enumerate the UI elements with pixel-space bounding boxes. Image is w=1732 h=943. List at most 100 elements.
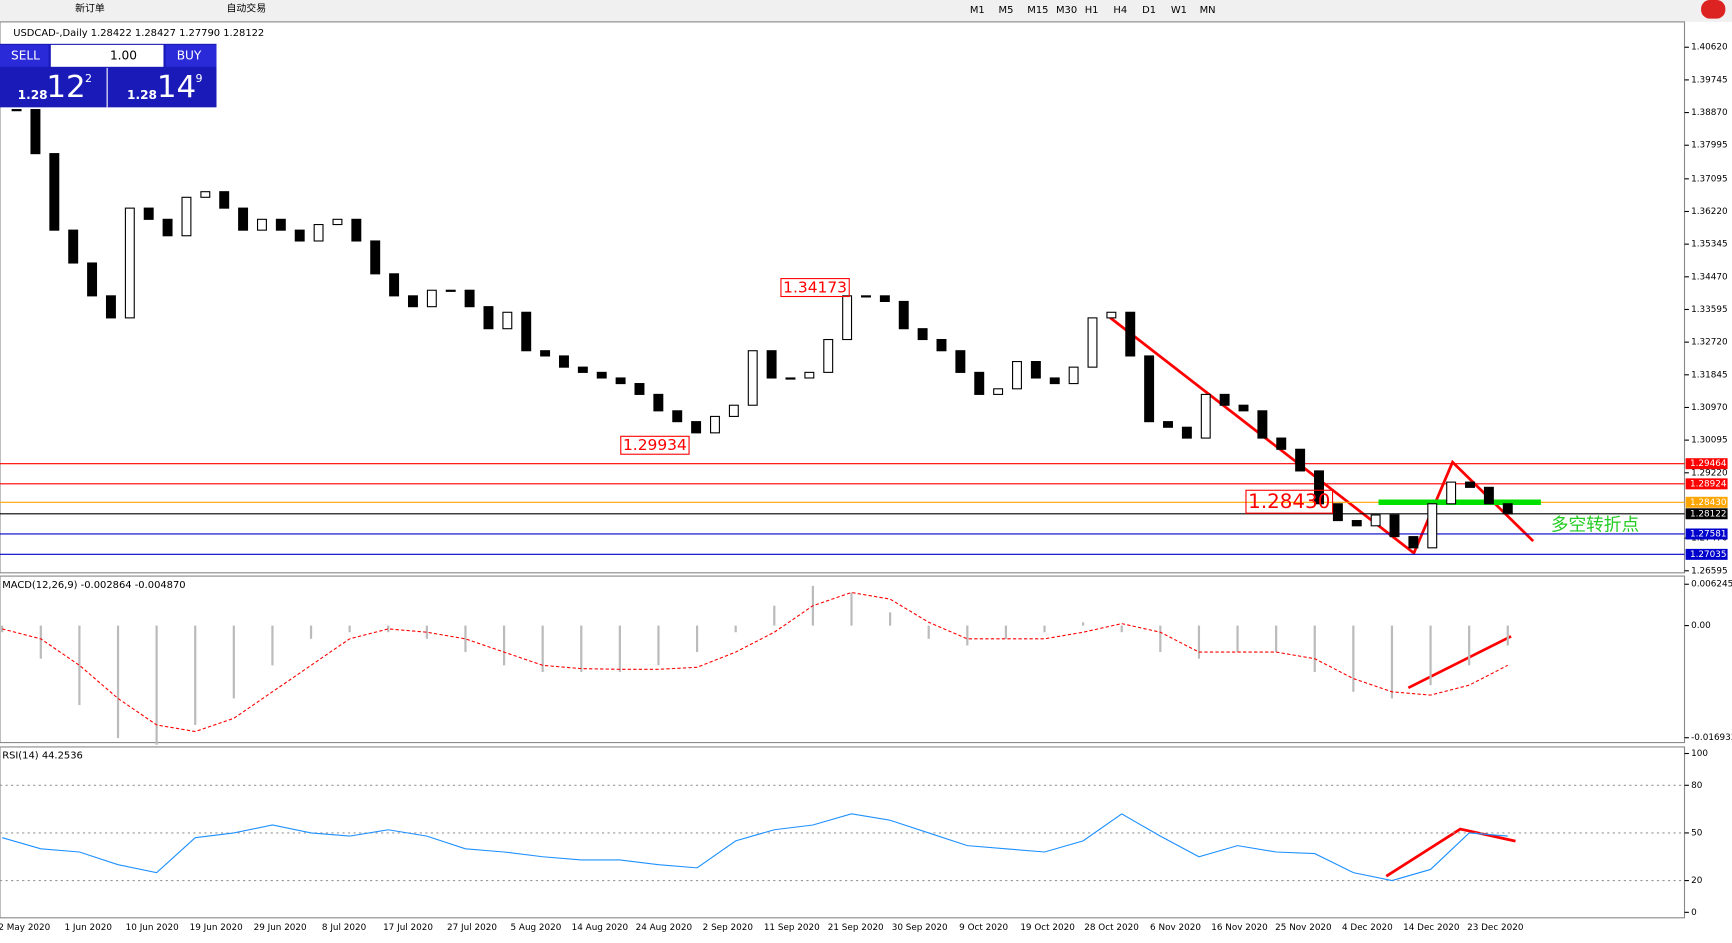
- toolbar: [0, 0, 1732, 22]
- candle: [162, 218, 173, 237]
- timeframe[interactable]: M15: [1027, 5, 1048, 16]
- candle: [49, 153, 60, 231]
- x-tick-label: 28 Oct 2020: [1084, 923, 1139, 933]
- chart-title: RSI(14) 44.2536: [2, 751, 83, 762]
- x-tick-label: 23 Dec 2020: [1467, 923, 1523, 933]
- candle: [275, 218, 286, 231]
- chart-title: USDCAD-,Daily 1.28422 1.28427 1.27790 1.…: [13, 28, 264, 39]
- candle: [823, 338, 834, 373]
- candle: [313, 224, 324, 242]
- trade-panel: SELL 1.00 BUY 1.28 12 2 1.28 14 9: [0, 43, 217, 108]
- x-tick-label: 11 Sep 2020: [764, 923, 820, 933]
- candle: [389, 273, 400, 297]
- candle: [1144, 355, 1155, 423]
- y-tick-label: 1.38870: [1691, 108, 1727, 118]
- y-tick-label: 1.33595: [1691, 305, 1727, 315]
- candle: [502, 311, 513, 330]
- x-tick-label: 2 Sep 2020: [703, 923, 753, 933]
- x-tick-label: 1 Jun 2020: [65, 923, 112, 933]
- histogram-bar: [39, 625, 42, 659]
- candle: [842, 295, 853, 341]
- histogram-bar: [1429, 625, 1432, 686]
- price-tag: [1685, 548, 1728, 560]
- candle: [407, 295, 418, 308]
- lots-box[interactable]: [50, 44, 164, 67]
- candle: [596, 371, 607, 379]
- candle: [804, 371, 815, 379]
- timeframe[interactable]: H1: [1085, 5, 1099, 16]
- y-tick-label: 0.00: [1691, 621, 1711, 631]
- candle: [766, 350, 777, 379]
- candle: [728, 404, 739, 417]
- candle: [1068, 366, 1079, 385]
- ask-prefix: 1.28: [127, 88, 157, 102]
- price-tag-label: 1.28122: [1690, 509, 1726, 519]
- candle: [294, 229, 305, 242]
- candle: [1314, 470, 1324, 505]
- y-tick-label: 1.29220: [1691, 468, 1727, 478]
- annotation-box: [1245, 489, 1334, 514]
- annotation-box: [620, 435, 690, 455]
- y-tick-label: 1.40620: [1691, 43, 1727, 53]
- timeframe[interactable]: M5: [999, 5, 1014, 16]
- annotation: 1.29934: [623, 436, 687, 454]
- x-tick-label: 10 Jun 2020: [126, 923, 179, 933]
- candle: [879, 295, 890, 302]
- x-tick-label: 30 Sep 2020: [892, 923, 948, 933]
- sell-button[interactable]: [0, 44, 49, 67]
- x-tick-label: 8 Jul 2020: [322, 923, 366, 933]
- toolbar-button[interactable]: 自动交易: [226, 2, 266, 15]
- histogram-bar: [425, 625, 428, 639]
- candle: [219, 191, 230, 209]
- y-tick-label: 100: [1691, 749, 1708, 759]
- candle: [1049, 377, 1060, 385]
- candle: [426, 289, 437, 308]
- candle: [1125, 311, 1136, 357]
- candle: [445, 289, 456, 292]
- candle: [238, 207, 249, 231]
- histogram-bar: [773, 605, 776, 626]
- timeframe[interactable]: MN: [1200, 5, 1216, 16]
- timeframe[interactable]: M30: [1056, 5, 1077, 16]
- y-tick-label: 1.31845: [1691, 370, 1727, 380]
- price-tag-label: 1.27035: [1690, 550, 1726, 560]
- candle: [672, 410, 683, 423]
- buy-button[interactable]: [165, 44, 217, 67]
- arrow: [1385, 827, 1516, 878]
- toolbar-button[interactable]: 新订单: [75, 2, 105, 15]
- candle: [1332, 503, 1343, 522]
- histogram-bar: [464, 625, 467, 653]
- candle: [1276, 437, 1287, 450]
- candle: [351, 218, 362, 242]
- candle: [332, 218, 343, 226]
- candle: [105, 295, 116, 319]
- candle: [30, 109, 41, 155]
- histogram-bar: [1082, 622, 1085, 626]
- price-tag-label: 1.29464: [1690, 459, 1727, 469]
- sell-label[interactable]: SELL: [11, 48, 40, 62]
- timeframe[interactable]: D1: [1142, 5, 1156, 16]
- main-panel: [0, 21, 1686, 574]
- candle: [974, 371, 985, 395]
- candle: [1030, 361, 1041, 379]
- histogram-bar: [1120, 625, 1123, 633]
- alert-badge[interactable]: [1701, 0, 1726, 19]
- candle: [1087, 317, 1098, 368]
- bid-big: 12: [46, 69, 85, 105]
- histogram-bar: [1506, 625, 1509, 646]
- candle: [1200, 393, 1211, 439]
- x-tick-label: 21 Sep 2020: [828, 923, 884, 933]
- x-tick-label: 24 Aug 2020: [636, 923, 693, 933]
- candle: [1238, 404, 1249, 412]
- timeframe[interactable]: H4: [1113, 5, 1127, 16]
- candle: [483, 306, 494, 330]
- buy-label[interactable]: BUY: [177, 48, 202, 62]
- timeframe[interactable]: M1: [970, 5, 985, 16]
- timeframe[interactable]: W1: [1171, 5, 1187, 16]
- price-tag-label: 1.28924: [1690, 479, 1727, 489]
- histogram-bar: [927, 625, 930, 639]
- candle: [691, 421, 702, 434]
- lots[interactable]: 1.00: [110, 48, 137, 62]
